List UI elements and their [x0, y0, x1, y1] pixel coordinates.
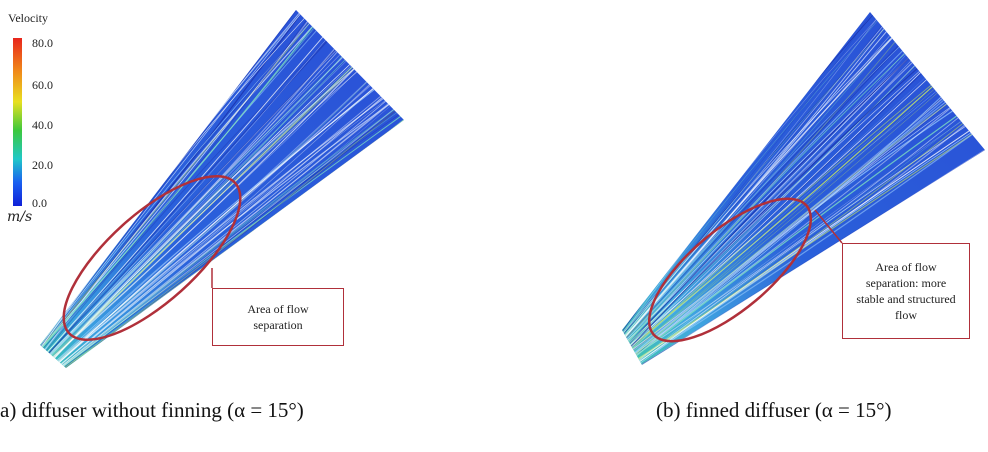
streamline — [54, 68, 355, 359]
streamline — [630, 79, 927, 346]
streamline — [58, 95, 381, 362]
streamline — [629, 57, 909, 344]
streamline — [626, 45, 899, 339]
streamline — [51, 50, 337, 356]
streamline — [638, 124, 965, 360]
callout-box-b: Area of flow separation: more stable and… — [842, 243, 970, 339]
streamline — [631, 86, 933, 347]
streamline — [60, 97, 383, 365]
streamline — [46, 40, 327, 351]
streamline — [622, 13, 872, 331]
streamline — [634, 96, 942, 354]
streamline — [631, 72, 921, 348]
legend-tick-20: 20.0 — [32, 158, 53, 172]
legend-unit: m/s — [7, 209, 33, 225]
streamline — [52, 60, 347, 357]
separation-ellipse-b — [647, 197, 813, 343]
streamline — [625, 35, 890, 337]
streamline — [633, 99, 944, 351]
streamline — [633, 92, 938, 351]
streamline — [624, 37, 892, 335]
streamline — [47, 40, 326, 352]
streamline — [59, 88, 374, 363]
streamline — [51, 66, 353, 356]
streamline — [41, 26, 313, 348]
streamline — [40, 21, 309, 347]
legend-color-bar — [13, 38, 22, 206]
callout-text-a: Area of flow separation — [247, 302, 309, 332]
streamline — [632, 84, 932, 349]
legend-title: Velocity — [8, 11, 48, 25]
streamline — [53, 68, 355, 358]
streamline — [42, 23, 310, 348]
streamline — [63, 116, 401, 367]
streamline — [48, 49, 336, 354]
streamline — [64, 110, 396, 368]
streamline — [54, 64, 350, 359]
streamline — [50, 54, 341, 355]
streamline — [626, 46, 900, 339]
streamline — [43, 20, 307, 349]
streamline — [632, 91, 937, 349]
diffuser-b — [622, 12, 985, 365]
legend-tick-0: 0.0 — [32, 196, 47, 210]
streamlines-b — [622, 13, 985, 365]
streamline — [63, 105, 391, 366]
streamline — [44, 26, 313, 350]
legend-tick-60: 60.0 — [32, 78, 53, 92]
streamline — [623, 19, 877, 334]
streamline — [59, 98, 384, 363]
streamline — [639, 134, 973, 362]
callout-box-a: Area of flow separation — [212, 288, 344, 346]
streamline — [64, 112, 397, 368]
streamline — [626, 50, 903, 340]
streamline — [627, 57, 909, 341]
streamline — [628, 53, 906, 342]
streamline — [41, 14, 301, 347]
caption-b: (b) finned diffuser (α = 15°) — [656, 398, 892, 422]
streamline — [628, 57, 909, 342]
caption-a: a) diffuser without finning (α = 15°) — [0, 398, 304, 422]
legend-tick-80: 80.0 — [32, 36, 53, 50]
callout-leader-b — [814, 209, 843, 244]
streamline — [635, 107, 951, 354]
streamline — [625, 37, 893, 337]
streamline — [630, 68, 918, 347]
streamline — [50, 56, 343, 355]
streamline — [638, 121, 962, 360]
callout-text-b: Area of flow separation: more stable and… — [856, 260, 956, 322]
legend-tick-40: 40.0 — [32, 118, 53, 132]
streamline — [63, 109, 394, 367]
streamline — [52, 66, 353, 357]
streamline — [638, 120, 961, 359]
diffuser-a — [40, 10, 404, 368]
separation-ellipse-a — [62, 174, 242, 342]
streamline — [47, 36, 324, 353]
streamline — [635, 103, 948, 355]
streamline — [40, 10, 297, 347]
streamline — [41, 23, 310, 347]
streamline — [635, 117, 959, 356]
streamline — [633, 88, 935, 351]
streamline — [636, 115, 957, 356]
